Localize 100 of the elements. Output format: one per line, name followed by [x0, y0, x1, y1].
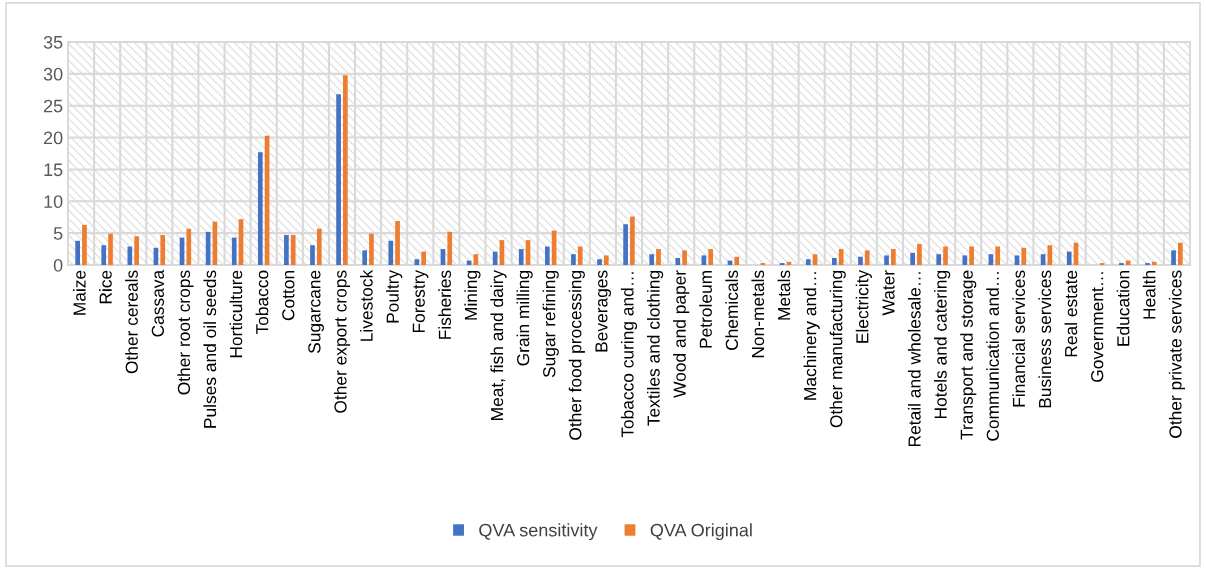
bar	[832, 257, 837, 265]
x-tick-label: Government…	[1091, 272, 1104, 382]
bar	[649, 254, 655, 265]
bar	[910, 252, 915, 265]
x-tick-label: Textiles and clothing	[647, 270, 664, 426]
x-tick-label: Chemicals	[725, 270, 739, 351]
x-tick-label: Other export crops	[333, 270, 351, 413]
x-tick-label: Metals	[777, 270, 791, 320]
bar	[571, 254, 576, 265]
bar	[257, 152, 263, 265]
x-tick-label: Other private services	[1168, 270, 1186, 438]
x-tick-label: Retail and wholesale…	[907, 272, 921, 446]
bar	[284, 235, 289, 265]
bar	[630, 216, 635, 265]
bar	[656, 249, 661, 265]
x-tick-label: Meat, fish and dairy	[490, 269, 507, 420]
bar	[864, 250, 870, 265]
legend-label: QVA sensitivity	[479, 523, 598, 541]
bar	[231, 237, 237, 265]
bar	[597, 259, 602, 265]
y-tick-label: 5	[53, 227, 63, 240]
bar	[1066, 251, 1072, 265]
bar	[682, 250, 687, 265]
bar	[290, 235, 296, 265]
x-tick-label: Grain milling	[516, 270, 533, 366]
x-tick-label: Forestry	[412, 269, 429, 333]
x-tick-label: Mining	[464, 270, 481, 320]
bar	[134, 236, 139, 265]
bar	[127, 246, 133, 265]
bar	[890, 249, 896, 265]
bar	[969, 246, 974, 265]
x-tick-label: Water	[882, 270, 895, 316]
legend-label: QVA Original	[650, 523, 752, 541]
bar	[75, 240, 80, 265]
bar	[623, 224, 628, 265]
y-tick-label: 30	[43, 67, 63, 81]
bar	[1125, 260, 1131, 265]
bar	[943, 246, 948, 265]
x-tick-label: Tobacco curing and…	[620, 272, 638, 438]
x-tick-label: Beverages	[595, 270, 611, 352]
bar	[160, 235, 166, 265]
bar	[1178, 242, 1183, 265]
bar	[995, 246, 1001, 265]
x-tick-label: Education	[1116, 270, 1130, 346]
y-tick-label: 25	[43, 99, 63, 113]
x-tick-label: Petroleum	[699, 271, 712, 348]
x-tick-label: Other cereals	[125, 270, 138, 374]
x-tick-label: Poultry	[386, 269, 403, 323]
bar	[186, 228, 192, 265]
x-tick-label: Real estate	[1064, 270, 1078, 357]
bar	[805, 259, 811, 265]
bar	[675, 257, 681, 265]
bar	[336, 94, 341, 265]
x-tick-label: Non-metals	[751, 270, 765, 358]
y-tick-label: 0	[53, 258, 63, 272]
bar	[395, 221, 400, 265]
x-tick-label: Cotton	[282, 270, 295, 321]
y-tick-label: 15	[44, 163, 63, 177]
x-tick-label: Sugarcane	[308, 270, 324, 354]
y-tick-label: 10	[44, 195, 63, 209]
x-tick-label: Tobacco	[255, 270, 269, 335]
x-tick-label: Other manufacturing	[829, 270, 846, 428]
bar	[388, 240, 394, 265]
bar	[936, 254, 942, 265]
bar	[447, 231, 453, 265]
bar	[82, 224, 87, 265]
x-tick-label: Pulses and oil seeds	[203, 270, 217, 428]
x-tick-label: Other root crops	[177, 270, 194, 395]
bar	[369, 233, 374, 265]
x-tick-label: Health	[1142, 270, 1156, 319]
x-tick-label: Fisheries	[438, 270, 452, 339]
x-tick-label: Livestock	[359, 269, 373, 341]
x-tick-label: Communication and…	[986, 272, 999, 441]
bar	[577, 246, 583, 265]
bar	[603, 255, 609, 265]
bar	[362, 250, 368, 265]
bar	[421, 251, 426, 265]
bar	[343, 75, 348, 265]
bar	[884, 255, 889, 265]
bar	[473, 254, 479, 265]
x-tick-label: Maize	[72, 270, 86, 315]
bar	[1171, 250, 1176, 265]
x-tick-label: Hotels and catering	[934, 270, 951, 419]
x-tick-label: Rice	[99, 270, 112, 304]
y-tick-label: 35	[43, 35, 63, 49]
x-tick-label: Horticulture	[229, 270, 243, 358]
x-tick-label: Transport and storage	[960, 270, 977, 440]
bar	[1021, 247, 1027, 265]
x-tick-label: Other food processing	[568, 270, 585, 440]
bar	[858, 256, 863, 265]
bar	[962, 255, 968, 265]
bar	[544, 246, 550, 265]
y-tick-label: 20	[43, 131, 63, 145]
x-tick-label: Cassava	[151, 269, 164, 337]
x-tick-label: Electricity	[855, 269, 872, 343]
bar	[316, 228, 322, 265]
x-tick-label: Financial services	[1012, 270, 1026, 407]
bar	[518, 249, 524, 265]
bar	[108, 233, 113, 265]
x-tick-label: Business services	[1038, 270, 1052, 408]
